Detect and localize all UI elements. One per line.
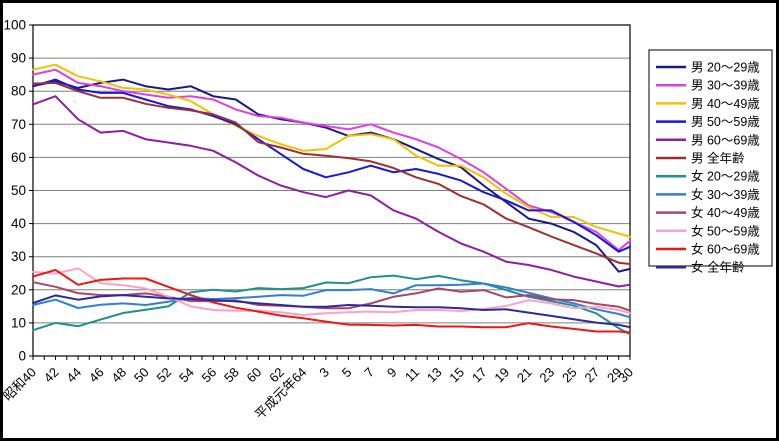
series-line-男 20〜29歳 xyxy=(32,78,631,273)
y-axis-tick-label: 30 xyxy=(11,249,26,264)
series-line-男 全年齢 xyxy=(32,81,631,265)
legend-label: 男 60〜69歳 xyxy=(691,133,760,147)
x-axis-tick-label: 3 xyxy=(316,365,332,381)
x-axis-tick-label: 27 xyxy=(581,365,602,386)
x-axis-tick-label: 21 xyxy=(514,365,535,386)
y-axis-tick-label: 70 xyxy=(11,117,26,132)
series-line-女 30〜39歳 xyxy=(32,282,631,319)
legend-label: 女 50〜59歳 xyxy=(691,223,760,238)
series-line-男 60〜69歳 xyxy=(32,95,631,288)
legend-label: 男 30〜39歳 xyxy=(691,79,760,93)
series-line-女 全年齢 xyxy=(32,294,631,329)
x-axis-tick-label: 60 xyxy=(244,365,265,386)
series-line-男 30〜39歳 xyxy=(32,68,631,252)
y-axis-tick-label: 50 xyxy=(11,183,26,198)
plot-border xyxy=(32,24,631,357)
legend-label: 女 全年齢 xyxy=(691,260,745,275)
x-axis-tick-label: 17 xyxy=(469,365,490,386)
y-axis-tick-label: 90 xyxy=(11,51,26,66)
legend-label: 女 30〜39歳 xyxy=(691,187,760,202)
x-axis-tick-label: 25 xyxy=(559,365,580,386)
y-axis-tick-label: 0 xyxy=(18,349,26,364)
x-axis-tick-label: 23 xyxy=(536,365,557,386)
x-axis-tick-label: 5 xyxy=(339,365,355,381)
x-axis-tick-label: 30 xyxy=(615,365,636,386)
series-line-女 50〜59歳 xyxy=(32,267,631,316)
y-axis-tick-label: 20 xyxy=(11,282,26,297)
legend-label: 男 全年齢 xyxy=(691,151,745,166)
x-axis-tick-label: 9 xyxy=(384,365,400,381)
series-line-男 50〜59歳 xyxy=(32,78,631,253)
x-axis-tick-label: 15 xyxy=(446,365,467,386)
legend-label: 女 20〜29歳 xyxy=(691,169,760,184)
y-axis-tick-label: 60 xyxy=(11,150,26,165)
legend-label: 男 50〜59歳 xyxy=(691,115,760,129)
x-axis-tick-label: 54 xyxy=(176,365,197,386)
legend-label: 女 60〜69歳 xyxy=(691,242,760,257)
x-axis-tick-label: 46 xyxy=(86,365,107,386)
series-line-男 40〜49歳 xyxy=(32,63,631,238)
x-axis-tick-label: 19 xyxy=(491,365,512,386)
x-axis-tick-label: 昭和40 xyxy=(3,365,39,404)
y-axis-tick-label: 40 xyxy=(11,216,26,231)
legend-label: 男 20〜29歳 xyxy=(691,61,760,75)
x-axis-tick-label: 7 xyxy=(361,365,377,381)
legend-label: 女 40〜49歳 xyxy=(691,205,760,220)
y-axis-tick-label: 80 xyxy=(11,84,26,99)
x-axis-tick-label: 52 xyxy=(153,365,174,386)
x-axis-tick-label: 56 xyxy=(199,365,220,386)
legend-label: 男 40〜49歳 xyxy=(691,97,760,111)
series-line-女 40〜49歳 xyxy=(32,281,631,312)
x-axis-tick-label: 48 xyxy=(108,365,129,386)
series-line-女 20〜29歳 xyxy=(32,274,631,336)
y-axis-tick-label: 100 xyxy=(3,18,26,33)
x-axis-tick-label: 13 xyxy=(424,365,445,386)
x-axis-tick-label: 50 xyxy=(131,365,152,386)
x-axis-tick-label: 11 xyxy=(402,365,422,385)
x-axis-tick-label: 58 xyxy=(221,365,242,386)
y-axis-tick-label: 10 xyxy=(11,315,26,330)
x-axis-tick-label: 44 xyxy=(63,365,84,386)
series-line-女 60〜69歳 xyxy=(32,268,631,334)
x-axis-tick-label: 42 xyxy=(41,365,62,386)
